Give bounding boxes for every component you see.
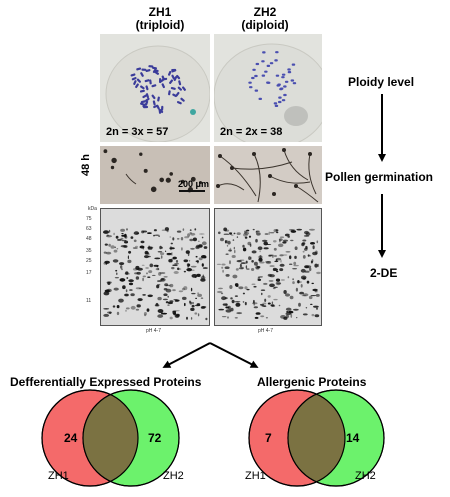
mw-marker: 25 bbox=[86, 258, 92, 264]
mw-marker: 63 bbox=[86, 226, 92, 232]
mw-marker: 48 bbox=[86, 236, 92, 242]
venn-allergens bbox=[248, 389, 385, 487]
zh1-chromosome-count: 2n = 3x = 57 bbox=[106, 126, 169, 138]
ph-label-zh1: pH 4-7 bbox=[146, 328, 162, 334]
zh1-gel-image bbox=[103, 227, 208, 321]
venn-deps-left-name: ZH1 bbox=[48, 470, 69, 482]
step-ploidy-level: Ploidy level bbox=[348, 75, 415, 89]
venn-title-deps: Defferentially Expressed Proteins bbox=[10, 375, 202, 389]
gel-panel-zh1 bbox=[100, 208, 210, 326]
venn-deps-right-name: ZH2 bbox=[163, 470, 184, 482]
venn-deps-left-value: 24 bbox=[64, 431, 78, 445]
zh1-chromosome-image bbox=[105, 45, 210, 142]
mw-marker: 75 bbox=[86, 216, 92, 222]
venn-deps-right-value: 72 bbox=[148, 431, 162, 445]
zh1-subtitle: (triploid) bbox=[135, 18, 185, 32]
mw-marker: 35 bbox=[86, 248, 92, 254]
zh1-title: ZH1 bbox=[148, 5, 172, 19]
venn-deps bbox=[41, 389, 180, 487]
ph-label-zh2: pH 4-7 bbox=[258, 328, 274, 334]
mw-marker: 11 bbox=[86, 298, 92, 304]
arrow-to-deps bbox=[162, 342, 211, 368]
karyotype-panel-zh2: 2n = 2x = 38 bbox=[214, 34, 322, 142]
venn-allergens-right-name: ZH2 bbox=[355, 470, 376, 482]
column-title-zh1: ZH1 (triploid) bbox=[115, 6, 205, 32]
zh2-chromosome-image bbox=[214, 43, 322, 142]
zh2-gel-image bbox=[216, 227, 321, 320]
karyotype-panel-zh1: 2n = 3x = 57 bbox=[100, 34, 210, 142]
venn-deps-overlap bbox=[83, 390, 138, 486]
venn-allergens-right-value: 14 bbox=[346, 431, 360, 445]
venn-allergens-left-name: ZH1 bbox=[245, 470, 266, 482]
mw-markers: 75 63 48 35 25 17 11 bbox=[86, 212, 100, 322]
zh2-chromosome-count: 2n = 2x = 38 bbox=[220, 126, 283, 138]
venn-diagrams bbox=[41, 389, 385, 487]
venn-title-allergens: Allergenic Proteins bbox=[257, 375, 367, 389]
venn-allergens-left-value: 7 bbox=[265, 431, 272, 445]
zh2-pollen-image bbox=[216, 148, 319, 203]
gel-panel-zh2 bbox=[214, 208, 322, 326]
mw-marker: 17 bbox=[86, 270, 92, 276]
step-pollen-germination: Pollen germination bbox=[325, 170, 434, 184]
venn-allergens-overlap bbox=[288, 390, 345, 486]
pollen-panel-zh1: 200 μm bbox=[100, 146, 210, 204]
kda-label: kDa bbox=[88, 206, 97, 212]
column-title-zh2: ZH2 (diploid) bbox=[220, 6, 310, 32]
step-2de: 2-DE bbox=[370, 266, 398, 280]
pollen-panel-zh2 bbox=[214, 146, 322, 204]
zh1-pollen-image bbox=[103, 149, 205, 193]
arrow-to-allergens bbox=[209, 342, 259, 368]
zh2-subtitle: (diploid) bbox=[241, 18, 289, 32]
zh2-title: ZH2 bbox=[253, 5, 277, 19]
scale-bar-label: 200 μm bbox=[178, 179, 210, 189]
